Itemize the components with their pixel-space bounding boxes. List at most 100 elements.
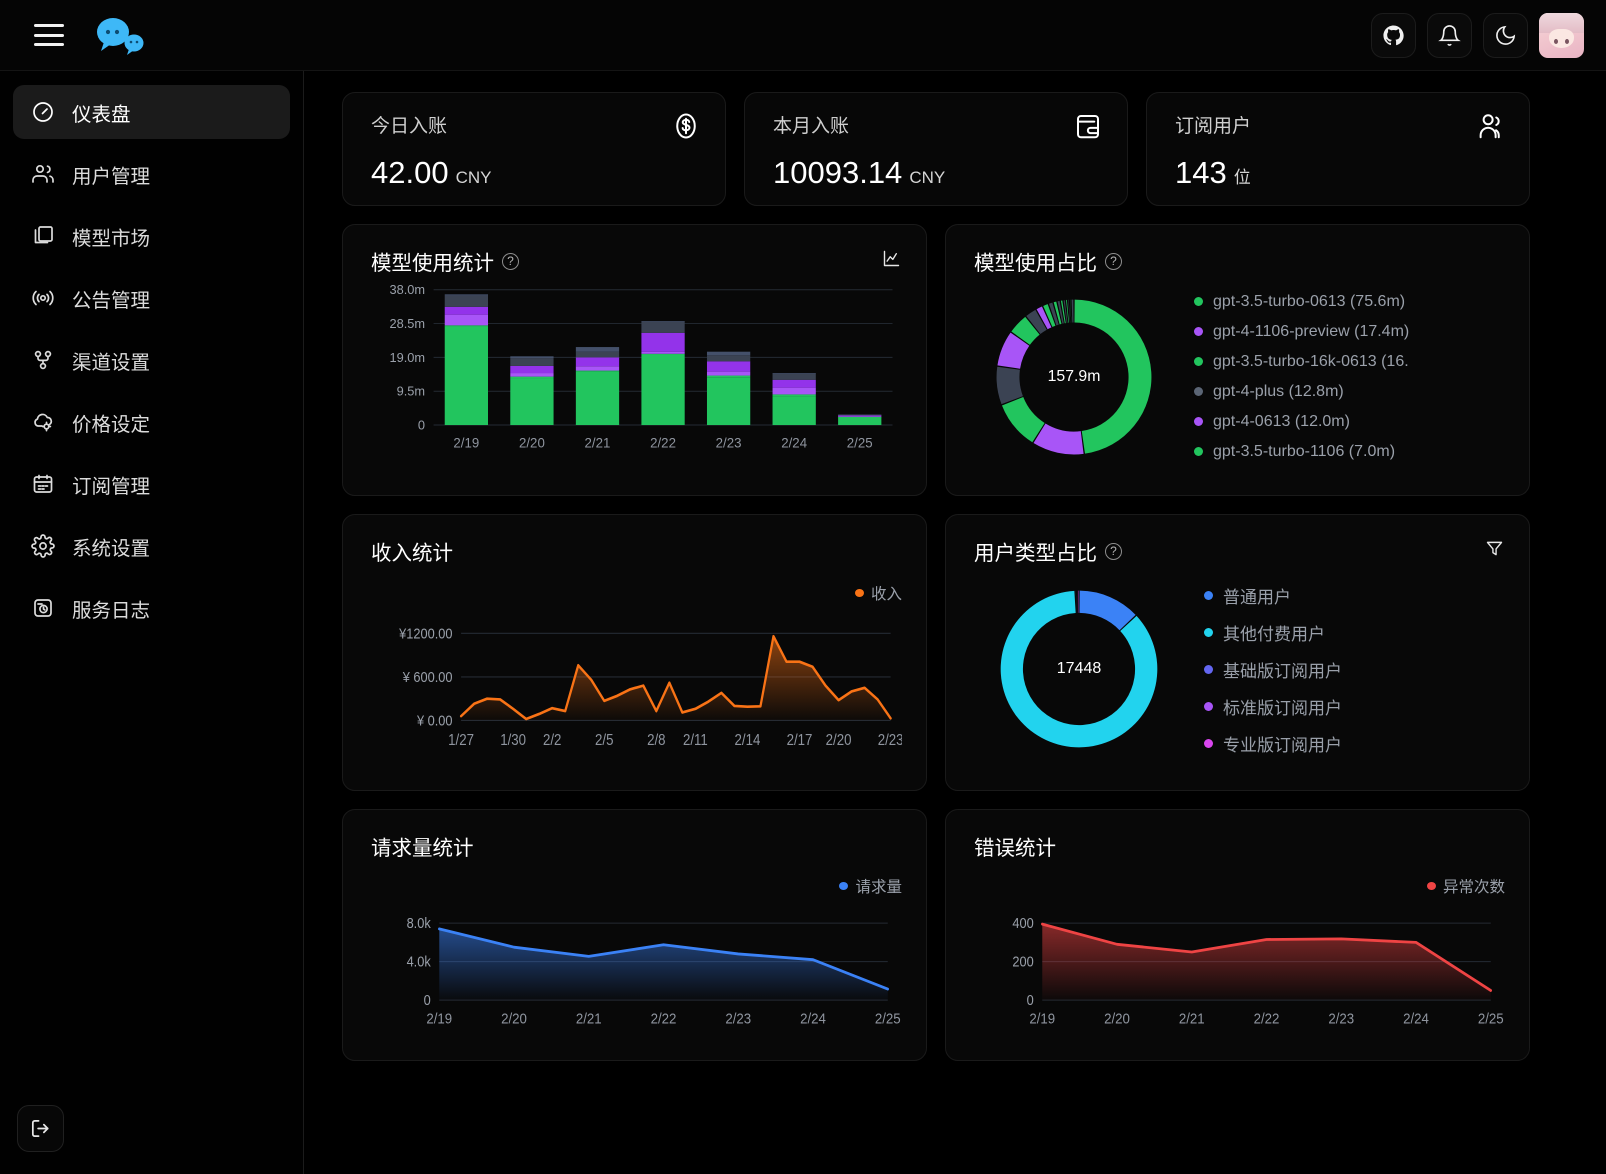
help-circle-icon[interactable]: ? [502,252,519,270]
help-circle-icon[interactable]: ? [1105,252,1122,270]
model-share-legend: gpt-3.5-turbo-0613 (75.6m) gpt-4-1106-pre… [1194,293,1409,461]
sidebar-item-label: 公告管理 [72,289,151,312]
sidebar-item-label: 系统设置 [72,537,151,560]
legend-item[interactable]: 普通用户 [1204,583,1342,608]
hamburger-icon[interactable] [34,24,64,46]
sidebar-item-pricing[interactable]: 价格设定 [13,395,290,449]
model-share-donut-chart[interactable]: 157.9m gpt-3.5-turbo-0613 (75.6m) gpt-4-1… [974,276,1505,477]
svg-text:2/23: 2/23 [725,1011,751,1028]
svg-text:0: 0 [1027,992,1034,1008]
theme-toggle-button[interactable] [1483,12,1528,58]
line-chart-toggle-button[interactable] [881,248,902,274]
legend-item[interactable]: gpt-3.5-turbo-0613 (75.6m) [1194,293,1409,311]
body-container: 仪表盘 用户管理 模型市场 [0,71,1606,1174]
sidebar-item-system-settings[interactable]: 系统设置 [13,519,290,573]
stat-value: 42.00 CNY [371,155,701,191]
stat-value: 10093.14 CNY [773,155,1103,191]
charts-row-1: 模型使用统计 ? 0 9.5m 19.0m 28.5m 38.0m 2/19 2/20 2/2… [342,224,1530,496]
bell-icon [1438,24,1461,46]
card-title-text: 模型使用统计 [371,252,494,275]
legend-dot [839,882,849,890]
svg-text:2/21: 2/21 [1179,1011,1205,1028]
main-content: 今日入账 42.00 CNY 本月入账 [304,71,1606,1174]
stat-unit: CNY [455,168,492,187]
svg-text:¥ 600.00: ¥ 600.00 [402,668,453,685]
user-group-icon [1479,114,1500,139]
stat-label: 今日入账 [371,116,448,137]
sidebar-item-model-market[interactable]: 模型市场 [13,209,290,263]
svg-text:2/19: 2/19 [1029,1011,1055,1028]
card-title-text: 模型使用占比 [974,252,1097,275]
card-title: 收入统计 [371,536,453,566]
svg-text:9.5m: 9.5m [397,383,425,398]
legend-item[interactable]: 标准版订阅用户 [1204,694,1342,719]
svg-text:¥ 0.00: ¥ 0.00 [416,711,453,728]
card-title-text: 收入统计 [371,542,453,565]
stat-number: 42.00 [371,155,449,190]
legend-dot [1194,357,1203,366]
sidebar-footer [13,1105,290,1174]
legend-label: gpt-3.5-turbo-0613 (75.6m) [1213,292,1406,310]
legend-dot [1204,627,1213,637]
svg-text:2/14: 2/14 [735,732,761,749]
legend-item[interactable]: 基础版订阅用户 [1204,657,1342,682]
svg-text:2/20: 2/20 [826,732,852,749]
legend-item[interactable]: gpt-4-0613 (12.0m) [1194,413,1409,431]
chat-bubble-logo[interactable] [92,15,146,55]
legend-item[interactable]: gpt-4-1106-preview (17.4m) [1194,323,1409,341]
revenue-legend[interactable]: 收入 [854,582,902,604]
card-title: 错误统计 [974,831,1056,861]
svg-text:2/24: 2/24 [1403,1011,1429,1028]
svg-text:2/21: 2/21 [576,1011,602,1028]
avatar[interactable] [1539,12,1584,58]
stat-unit: CNY [909,168,946,187]
sidebar-item-dashboard[interactable]: 仪表盘 [13,85,290,139]
logout-button[interactable] [17,1105,64,1152]
legend-dot [1194,297,1203,306]
legend-item[interactable]: 专业版订阅用户 [1204,731,1342,756]
stat-card-month-income: 本月入账 10093.14 CNY [744,92,1128,206]
svg-text:1/30: 1/30 [500,732,526,749]
sidebar-item-label: 价格设定 [72,413,151,436]
help-circle-icon[interactable]: ? [1105,542,1122,560]
dollar-circle-icon [676,113,696,139]
sidebar-item-subscriptions[interactable]: 订阅管理 [13,457,290,511]
errors-legend[interactable]: 异常次数 [1426,875,1505,897]
requests-legend[interactable]: 请求量 [839,875,902,897]
legend-dot [1194,417,1203,426]
legend-label: 专业版订阅用户 [1223,735,1342,755]
svg-text:2/8: 2/8 [647,732,665,749]
sidebar-item-channel-settings[interactable]: 渠道设置 [13,333,290,387]
charts-row-2: 收入统计 收入 ¥ 0.00 ¥ 600.00 ¥1200.00 1/27 1/30 2/… [342,514,1530,791]
errors-line-chart[interactable]: 0 200 400 2/19 2/20 2/21 2/22 2/23 2/24 2/25 [974,897,1505,1042]
legend-item[interactable]: gpt-3.5-turbo-1106 (7.0m) [1194,443,1409,461]
github-button[interactable] [1371,12,1416,58]
legend-label: gpt-4-1106-preview (17.4m) [1213,322,1410,340]
legend-label: 其他付费用户 [1223,624,1325,644]
sidebar-item-service-logs[interactable]: 服务日志 [13,581,290,635]
filter-button[interactable] [1484,538,1505,564]
card-title: 模型使用占比 ? [974,246,1122,276]
sidebar-item-announcements[interactable]: 公告管理 [13,271,290,325]
legend-dot [1204,738,1213,748]
svg-text:38.0m: 38.0m [389,282,425,297]
stat-value: 143 位 [1175,155,1505,191]
legend-item[interactable]: 其他付费用户 [1204,620,1342,645]
stat-label: 订阅用户 [1175,116,1252,137]
requests-line-chart[interactable]: 0 4.0k 8.0k 2/19 2/20 2/21 2/22 2/23 2/24 2/25 [371,897,902,1042]
notifications-button[interactable] [1427,12,1472,58]
legend-label: 收入 [870,586,902,603]
sidebar-item-users[interactable]: 用户管理 [13,147,290,201]
legend-item[interactable]: gpt-4-plus (12.8m) [1194,383,1409,401]
legend-item[interactable]: gpt-3.5-turbo-16k-0613 (16. [1194,353,1409,371]
user-types-donut-chart[interactable]: 17448 普通用户其他付费用户基础版订阅用户 标准版订阅用户专业版订阅用户 [974,566,1505,772]
svg-text:17448: 17448 [1057,659,1102,677]
svg-text:400: 400 [1012,915,1034,931]
model-usage-bar-chart[interactable]: 0 9.5m 19.0m 28.5m 38.0m 2/19 2/20 2/21 2/22 2/23… [371,276,902,477]
user-types-legend: 普通用户其他付费用户基础版订阅用户 标准版订阅用户专业版订阅用户 [1204,583,1342,756]
charts-row-3: 请求量统计 请求量 0 4.0k 8.0k 2/19 2/20 2/21 2/22 2/23 2… [342,809,1530,1061]
broadcast-icon [32,290,54,306]
card-model-share: 模型使用占比 ? 157.9m gpt-3.5-turbo-0613 (75.6… [945,224,1530,496]
revenue-line-chart[interactable]: ¥ 0.00 ¥ 600.00 ¥1200.00 1/27 1/30 2/2 2/5 2/8 2… [371,604,903,772]
svg-text:2/19: 2/19 [426,1011,452,1028]
